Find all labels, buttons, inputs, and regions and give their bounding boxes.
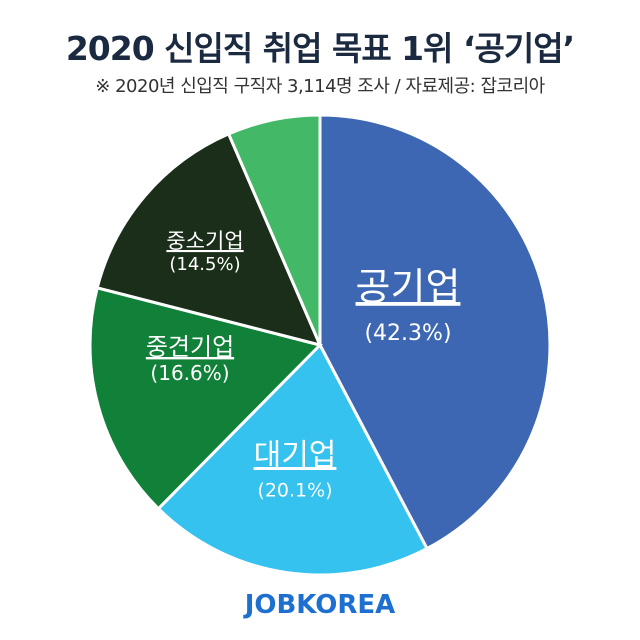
slice-percent-label: (20.1%) xyxy=(257,480,332,502)
slice-percent-label: (14.5%) xyxy=(169,254,240,275)
slice-name-label: 중견기업 xyxy=(146,333,234,361)
slice-name-label: 공기업 xyxy=(356,265,461,309)
pie-slice xyxy=(318,113,552,551)
pie-slice xyxy=(226,113,322,346)
pie-slice xyxy=(156,342,430,577)
slice-name-label: 대기업 xyxy=(254,438,337,473)
jobkorea-logo: JOBKOREA xyxy=(244,590,396,620)
chart-subtitle: ※ 2020년 신입직 구직자 3,114명 조사 / 자료제공: 잡코리아 xyxy=(95,76,545,97)
slice-name-label: 중소기업 xyxy=(166,229,243,253)
pie-slice xyxy=(88,285,323,511)
slice-percent-label: (42.3%) xyxy=(364,321,451,346)
chart-title: 2020 신입직 취업 목표 1위 ‘공기업’ xyxy=(65,29,575,68)
slice-percent-label: (16.6%) xyxy=(150,361,229,385)
pie-slice xyxy=(95,131,323,348)
